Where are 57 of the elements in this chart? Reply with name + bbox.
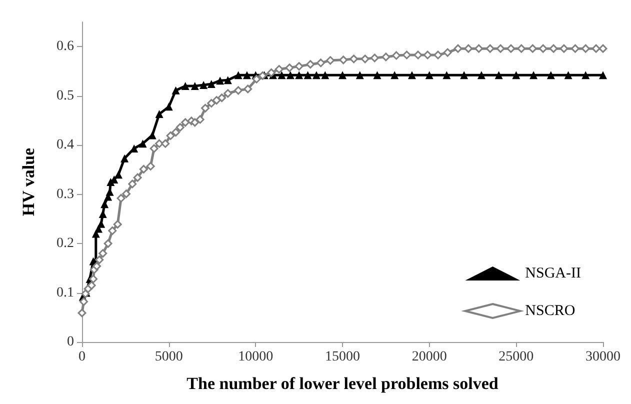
point bbox=[172, 86, 180, 94]
point bbox=[321, 71, 330, 80]
point bbox=[278, 71, 286, 80]
point bbox=[190, 82, 199, 90]
point bbox=[130, 144, 138, 153]
x-tick-label: 15000 bbox=[325, 350, 360, 364]
y-tick-label: 0 bbox=[67, 334, 74, 350]
point bbox=[442, 71, 451, 80]
x-tick-label: 25000 bbox=[498, 350, 534, 364]
point bbox=[216, 76, 224, 85]
point bbox=[494, 71, 503, 80]
point bbox=[408, 71, 416, 80]
point bbox=[582, 71, 590, 80]
point bbox=[98, 210, 107, 218]
legend-label: NSCRO bbox=[525, 303, 576, 319]
point bbox=[599, 71, 607, 80]
x-tick-label: 20000 bbox=[412, 350, 447, 364]
point bbox=[460, 71, 468, 80]
point bbox=[304, 71, 312, 80]
point bbox=[477, 71, 486, 80]
point bbox=[530, 71, 538, 80]
x-tick-label: 0 bbox=[78, 350, 86, 364]
point bbox=[148, 131, 156, 140]
point bbox=[512, 71, 520, 80]
point bbox=[546, 71, 555, 80]
point bbox=[120, 154, 129, 162]
x-tick-label: 5000 bbox=[154, 350, 183, 364]
point bbox=[373, 71, 382, 80]
point bbox=[181, 82, 190, 90]
point bbox=[200, 81, 208, 90]
point bbox=[425, 71, 434, 80]
x-tick-label: 30000 bbox=[586, 350, 620, 364]
y-tick-label: 0.4 bbox=[56, 138, 74, 153]
y-tick-label: 0.3 bbox=[56, 186, 74, 202]
y-tick-label: 0.1 bbox=[56, 285, 74, 300]
point bbox=[356, 71, 364, 80]
x-tick-label: 10000 bbox=[238, 350, 274, 364]
y-tick-label: 0.5 bbox=[56, 88, 74, 104]
y-tick-label: 0.2 bbox=[56, 236, 74, 252]
point bbox=[207, 80, 216, 88]
point bbox=[224, 76, 232, 84]
y-axis-title: HV value bbox=[19, 147, 38, 216]
point bbox=[234, 71, 242, 80]
point bbox=[564, 71, 572, 80]
point bbox=[295, 71, 304, 80]
legend-label: NSGA-II bbox=[525, 266, 582, 282]
point bbox=[338, 71, 346, 80]
point bbox=[390, 71, 399, 80]
point bbox=[100, 200, 109, 208]
point bbox=[164, 102, 173, 111]
point bbox=[312, 71, 320, 80]
y-tick-label: 0.6 bbox=[56, 39, 74, 54]
point bbox=[286, 71, 294, 80]
point bbox=[138, 140, 147, 148]
x-axis-title: The number of lower level problems solved bbox=[186, 374, 499, 393]
point bbox=[242, 71, 251, 80]
point bbox=[155, 110, 164, 118]
